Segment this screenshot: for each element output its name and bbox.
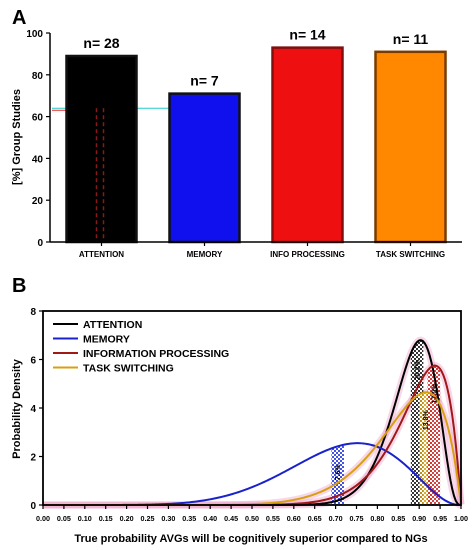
- b-ytick-label: 4: [30, 404, 36, 415]
- b-xtick-label: 0.00: [36, 514, 50, 523]
- b-xtick-label: 0.90: [412, 514, 426, 523]
- b-xtick-label: 0.65: [308, 514, 322, 523]
- panel-a-label: A: [12, 7, 26, 29]
- b-xtick-label: 0.40: [203, 514, 217, 523]
- b-interval-column: [331, 444, 344, 505]
- b-ytick-label: 6: [30, 356, 36, 367]
- b-xtick-label: 0.55: [266, 514, 280, 523]
- a-bar-count-label: n= 14: [289, 27, 325, 43]
- a-ytick-label: 0: [37, 238, 43, 249]
- b-ytick-label: 8: [30, 307, 36, 318]
- a-bar: [65, 54, 138, 244]
- b-interval-label: 17.0%: [431, 383, 438, 404]
- b-xtick-label: 1.00: [454, 514, 468, 523]
- a-ytick-label: 100: [26, 29, 43, 40]
- b-xtick-label: 0.05: [57, 514, 71, 523]
- b-xtick-label: 0.70: [329, 514, 343, 523]
- bar-chart-panel-a: [%] Group Studies 0 20 40 60 80 100 n= 28 n= 7…: [11, 27, 462, 259]
- b-xtick-label: 0.80: [370, 514, 384, 523]
- a-bar-count-label: n= 28: [83, 35, 119, 51]
- b-xtick-label: 0.20: [120, 514, 134, 523]
- b-xtick-label: 0.10: [78, 514, 92, 523]
- b-interval-label: 20.2%: [415, 359, 422, 380]
- b-interval-label: 7.6%: [335, 464, 342, 481]
- a-bar-count-label: n= 7: [190, 73, 219, 89]
- b-xtick-label: 0.75: [350, 514, 364, 523]
- b-xtick-label: 0.95: [433, 514, 447, 523]
- a-category-label: ATTENTION: [79, 250, 124, 259]
- b-xtick-label: 0.85: [391, 514, 405, 523]
- a-bar: [374, 50, 447, 244]
- b-ytick-label: 0: [30, 501, 36, 512]
- a-bar: [271, 46, 344, 244]
- b-interval-label: 13.8%: [423, 409, 430, 430]
- a-category-label: INFO PROCESSING: [270, 250, 345, 259]
- b-xtick-label: 0.35: [182, 514, 196, 523]
- b-xtick-label: 0.15: [99, 514, 113, 523]
- a-category-label: MEMORY: [187, 250, 223, 259]
- panel-a-ylabel: [%] Group Studies: [11, 89, 23, 185]
- a-ytick-label: 20: [32, 196, 44, 207]
- b-legend-label: INFORMATION PROCESSING: [83, 348, 229, 360]
- b-legend-label: MEMORY: [83, 334, 130, 346]
- b-xtick-label: 0.25: [141, 514, 155, 523]
- panel-b-label: B: [12, 275, 26, 297]
- b-legend-label: TASK SWITCHING: [83, 363, 174, 375]
- b-xtick-label: 0.60: [287, 514, 301, 523]
- b-xtick-label: 0.45: [224, 514, 238, 523]
- line-chart-panel-b: Probability Density True probability AVG…: [11, 307, 468, 545]
- panel-b-xlabel: True probability AVGs will be cognitivel…: [74, 533, 427, 545]
- panel-b-ylabel: Probability Density: [11, 358, 23, 459]
- b-series-line: [43, 442, 461, 506]
- a-ytick-label: 80: [32, 71, 44, 82]
- b-legend-label: ATTENTION: [83, 319, 142, 331]
- a-bar: [168, 92, 241, 244]
- a-ytick-label: 60: [32, 113, 44, 124]
- b-ytick-label: 2: [30, 453, 36, 464]
- b-xtick-label: 0.30: [161, 514, 175, 523]
- b-xtick-label: 0.50: [245, 514, 259, 523]
- a-ytick-label: 40: [32, 154, 44, 165]
- a-category-label: TASK SWITCHING: [376, 250, 445, 259]
- a-bar-count-label: n= 11: [393, 31, 429, 47]
